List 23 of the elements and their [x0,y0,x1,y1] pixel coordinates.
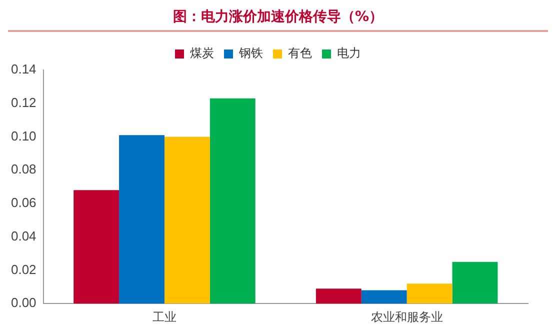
x-tick-label: 农业和服务业 [370,310,443,324]
bar [119,135,164,304]
bar [210,98,256,304]
legend-label: 电力 [337,46,361,60]
chart-title: 图：电力涨价加速价格传导（%） [8,8,548,32]
bar [406,284,452,304]
legend-label: 钢铁 [238,46,263,60]
y-tick-label: 0.02 [10,262,36,277]
y-tick-label: 0.10 [10,128,36,144]
bar [74,190,120,304]
bar [452,262,498,304]
y-tick-label: 0.14 [10,62,36,77]
y-tick-label: 0.06 [10,195,36,210]
y-tick-label: 0.04 [10,228,36,244]
bar [361,290,407,304]
x-tick-label: 工业 [152,310,176,324]
legend-label: 有色 [288,46,312,60]
bar [164,136,210,304]
bar [316,288,362,304]
legend-label: 煤炭 [190,46,214,60]
y-tick-label: 0.12 [10,94,36,110]
y-tick-label: 0.08 [10,162,36,177]
y-tick-label: 0.00 [10,295,36,310]
